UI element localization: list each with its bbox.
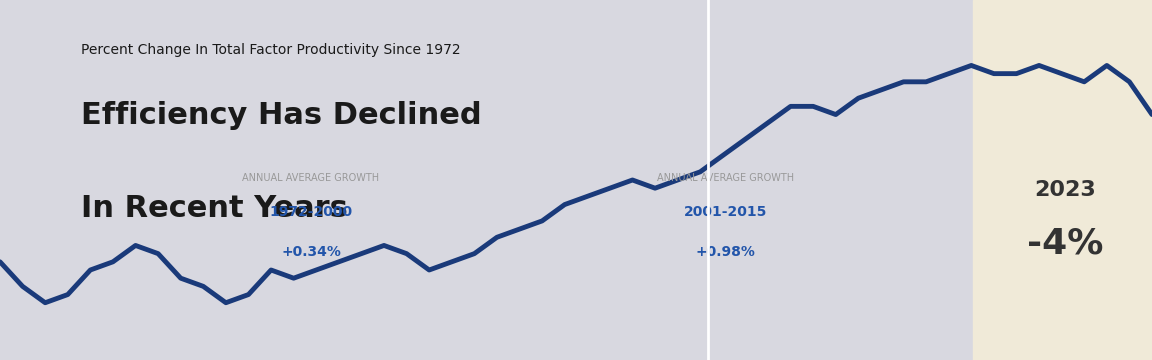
- Text: 2001-2015: 2001-2015: [684, 205, 767, 219]
- Text: 2023: 2023: [1034, 180, 1097, 200]
- Text: +0.34%: +0.34%: [281, 245, 341, 259]
- Text: ANNUAL AVERAGE GROWTH: ANNUAL AVERAGE GROWTH: [657, 173, 795, 183]
- Text: -4%: -4%: [1028, 227, 1104, 261]
- Text: 1972-2000: 1972-2000: [270, 205, 353, 219]
- Text: In Recent Years: In Recent Years: [81, 194, 348, 224]
- Text: +0.98%: +0.98%: [696, 245, 756, 259]
- Text: Efficiency Has Declined: Efficiency Has Declined: [81, 101, 482, 130]
- Text: Percent Change In Total Factor Productivity Since 1972: Percent Change In Total Factor Productiv…: [81, 43, 461, 57]
- Text: ANNUAL AVERAGE GROWTH: ANNUAL AVERAGE GROWTH: [242, 173, 380, 183]
